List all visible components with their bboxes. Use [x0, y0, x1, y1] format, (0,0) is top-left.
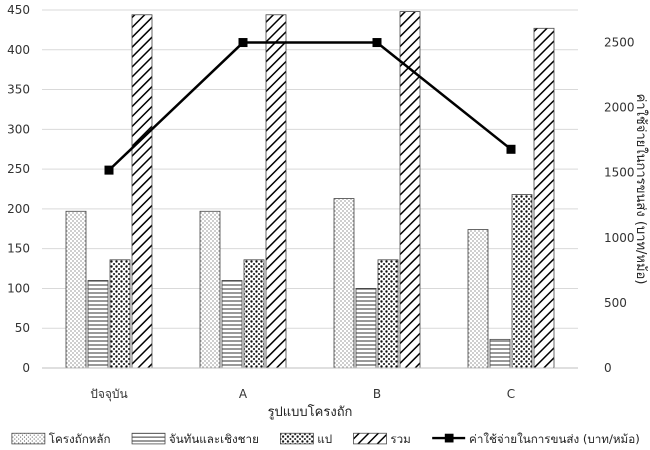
- line-path: [108, 41, 512, 172]
- bar: [467, 229, 489, 369]
- bar: [65, 210, 87, 369]
- y-tick-label: 0: [22, 361, 30, 375]
- x-axis-label: รูปแบบโครงถัก: [268, 404, 353, 420]
- tick-labels: 0 50 100 150 200 250 300 350 400 450 0 500 1000 1500 2…: [7, 3, 634, 402]
- y2-tick-label: 2500: [604, 36, 635, 50]
- x-tick-label: ปัจจุบัน: [90, 387, 128, 402]
- line-marker: [506, 144, 516, 154]
- legend: โครงถักหลัก จันทันและเชิงชาย แป รวม ค่าใช้จ่…: [11, 432, 640, 446]
- legend-label: โครงถักหลัก: [49, 432, 111, 446]
- y-tick-label: 150: [7, 242, 30, 256]
- legend-marker: [444, 433, 454, 443]
- legend-label: ค่าใช้จ่ายในการขนส่ง (บาท/หม้อ): [469, 432, 640, 446]
- x-tick-label: B: [373, 387, 381, 401]
- y-tick-label: 250: [7, 162, 30, 176]
- legend-label: จันทันและเชิงชาย: [169, 432, 259, 446]
- x-tick-label: A: [239, 387, 248, 401]
- y-tick-label: 300: [7, 122, 30, 136]
- legend-label: แป: [317, 432, 332, 446]
- legend-swatch: [131, 432, 166, 445]
- y-tick-label: 350: [7, 83, 30, 97]
- y-tick-label: 100: [7, 281, 30, 295]
- y2-axis-label: ค่าใช้จ่ายในการขนส่ง (บาท/หม้อ): [633, 94, 649, 285]
- y-tick-label: 450: [7, 3, 30, 17]
- bar: [131, 14, 153, 369]
- y-tick-label: 200: [7, 202, 30, 216]
- x-tick-label: C: [507, 387, 515, 401]
- legend-swatch: [11, 432, 46, 445]
- bar: [399, 11, 421, 369]
- bar: [355, 288, 377, 369]
- y2-tick-label: 0: [604, 361, 612, 375]
- y2-tick-label: 1000: [604, 231, 635, 245]
- y2-tick-label: 2000: [604, 101, 635, 115]
- y2-tick-label: 500: [604, 296, 627, 310]
- y-tick-label: 50: [15, 321, 30, 335]
- line-marker: [372, 38, 382, 48]
- bar: [265, 14, 287, 369]
- bar: [511, 194, 533, 369]
- y2-tick-label: 1500: [604, 166, 635, 180]
- bars-group: [65, 11, 555, 369]
- bar: [221, 280, 243, 369]
- line-series: [104, 38, 516, 175]
- bar: [333, 198, 355, 369]
- line-marker: [104, 165, 114, 175]
- legend-swatch: [353, 432, 387, 445]
- bar: [377, 259, 399, 369]
- y-tick-label: 400: [7, 43, 30, 57]
- bar: [243, 259, 265, 369]
- bar: [109, 259, 131, 369]
- gridlines: [42, 9, 578, 369]
- bar: [199, 210, 221, 369]
- legend-swatch: [280, 432, 314, 445]
- bar: [87, 280, 109, 369]
- line-marker: [238, 38, 248, 48]
- legend-label: รวม: [390, 432, 410, 446]
- bar: [489, 338, 511, 369]
- bar: [533, 27, 555, 369]
